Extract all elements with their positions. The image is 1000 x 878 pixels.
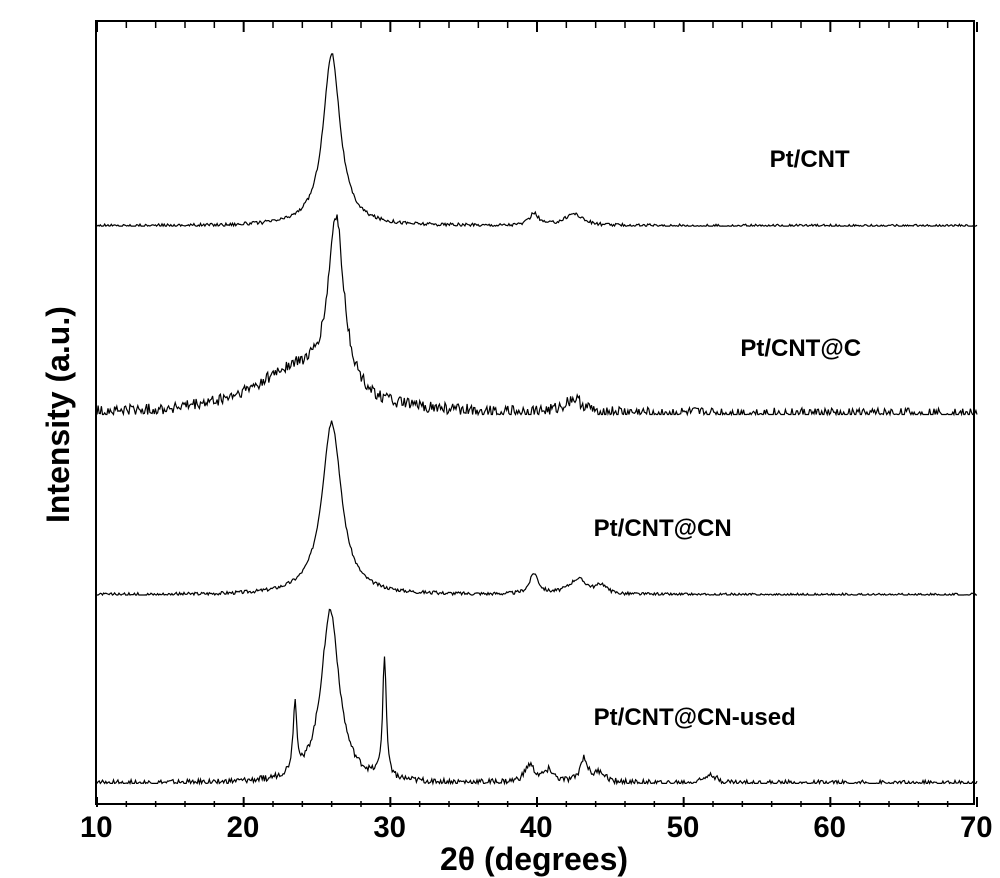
- x-axis-label: 2θ (degrees): [440, 841, 628, 878]
- xrd-curve-PtCNT: [97, 54, 977, 226]
- series-label-PtCNT: Pt/CNT: [770, 146, 850, 174]
- x-tick-label: 30: [373, 811, 406, 845]
- x-tick-label: 60: [813, 811, 846, 845]
- x-tick-label: 20: [227, 811, 260, 845]
- xrd-curve-PtCNT_CN_used: [97, 609, 977, 783]
- series-label-PtCNT_CN: Pt/CNT@CN: [594, 515, 732, 543]
- x-tick-label: 40: [520, 811, 553, 845]
- series-label-PtCNT_C: Pt/CNT@C: [740, 335, 861, 363]
- y-axis-label: Intensity (a.u.): [40, 306, 77, 523]
- plot-area: [95, 20, 975, 805]
- xrd-curve-PtCNT_CN: [97, 421, 977, 595]
- series-label-PtCNT_CN_used: Pt/CNT@CN-used: [594, 704, 796, 732]
- xrd-curve-PtCNT_C: [97, 215, 977, 415]
- xrd-curves-svg: [97, 22, 977, 807]
- x-tick-label: 50: [667, 811, 700, 845]
- x-tick-label: 70: [960, 811, 993, 845]
- x-tick-label: 10: [80, 811, 113, 845]
- xrd-figure: Intensity (a.u.) 2θ (degrees) 10 20 30 40 50…: [0, 0, 1000, 875]
